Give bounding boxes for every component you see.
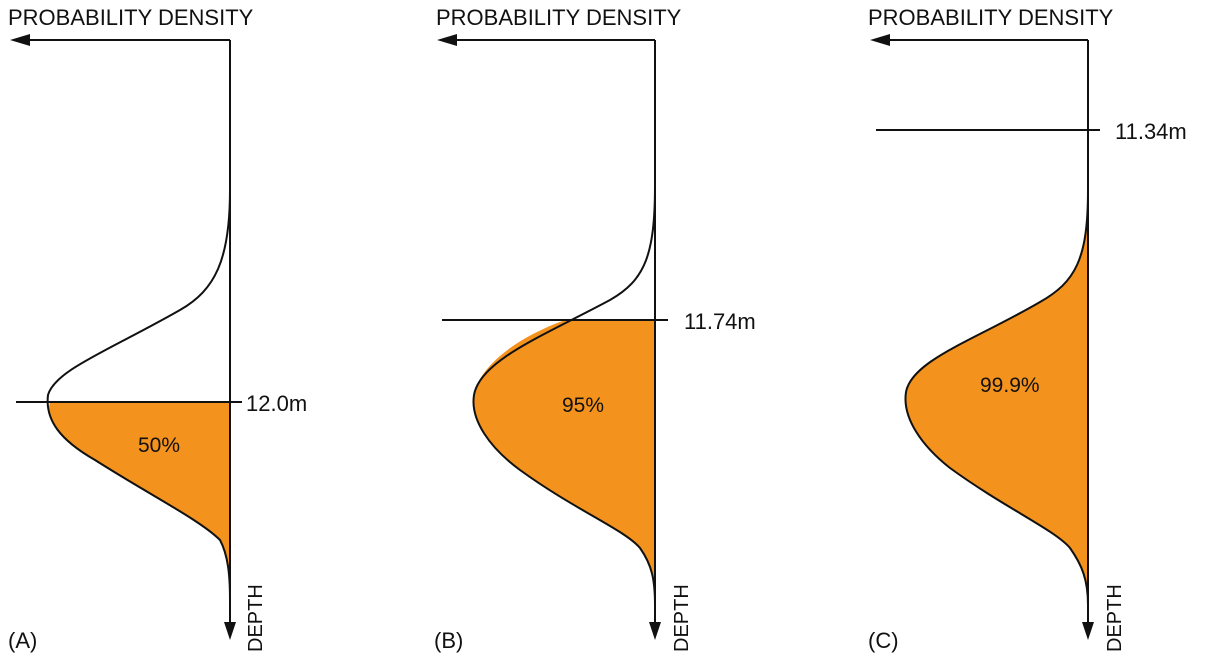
- y-axis-arrow-icon: [649, 622, 661, 640]
- x-axis-arrow-icon: [437, 34, 457, 46]
- panel-a: PROBABILITY DENSITY 12.0m 50% (A) DEPTH: [8, 5, 307, 653]
- x-axis-arrow-icon: [10, 34, 30, 46]
- x-axis-title: PROBABILITY DENSITY: [436, 5, 682, 30]
- density-curve: [904, 189, 1089, 606]
- area-percent-label: 95%: [562, 394, 604, 417]
- panel-letter: (C): [868, 628, 899, 653]
- y-axis-title: DEPTH: [245, 584, 267, 652]
- density-curve: [46, 189, 231, 601]
- area-percent-label: 99.9%: [980, 374, 1040, 397]
- y-axis-title: DEPTH: [1104, 584, 1126, 652]
- panel-c: PROBABILITY DENSITY 11.34m 99.9% (C) DEP…: [868, 5, 1187, 653]
- shaded-area: [473, 320, 655, 605]
- x-axis-arrow-icon: [870, 34, 890, 46]
- x-axis-title: PROBABILITY DENSITY: [868, 5, 1114, 30]
- shaded-area: [905, 190, 1088, 605]
- threshold-label: 11.74m: [684, 309, 756, 334]
- panel-b: PROBABILITY DENSITY 11.74m 95% (B) DEPTH: [434, 5, 756, 653]
- panel-letter: (B): [434, 628, 463, 653]
- y-axis-arrow-icon: [224, 622, 236, 640]
- threshold-label: 11.34m: [1115, 119, 1187, 144]
- area-percent-label: 50%: [138, 434, 180, 457]
- y-axis-arrow-icon: [1082, 622, 1094, 640]
- threshold-label: 12.0m: [246, 391, 307, 416]
- panel-letter: (A): [8, 628, 37, 653]
- shaded-area: [49, 402, 230, 600]
- density-curve: [472, 184, 656, 606]
- y-axis-title: DEPTH: [671, 584, 693, 652]
- x-axis-title: PROBABILITY DENSITY: [8, 5, 254, 30]
